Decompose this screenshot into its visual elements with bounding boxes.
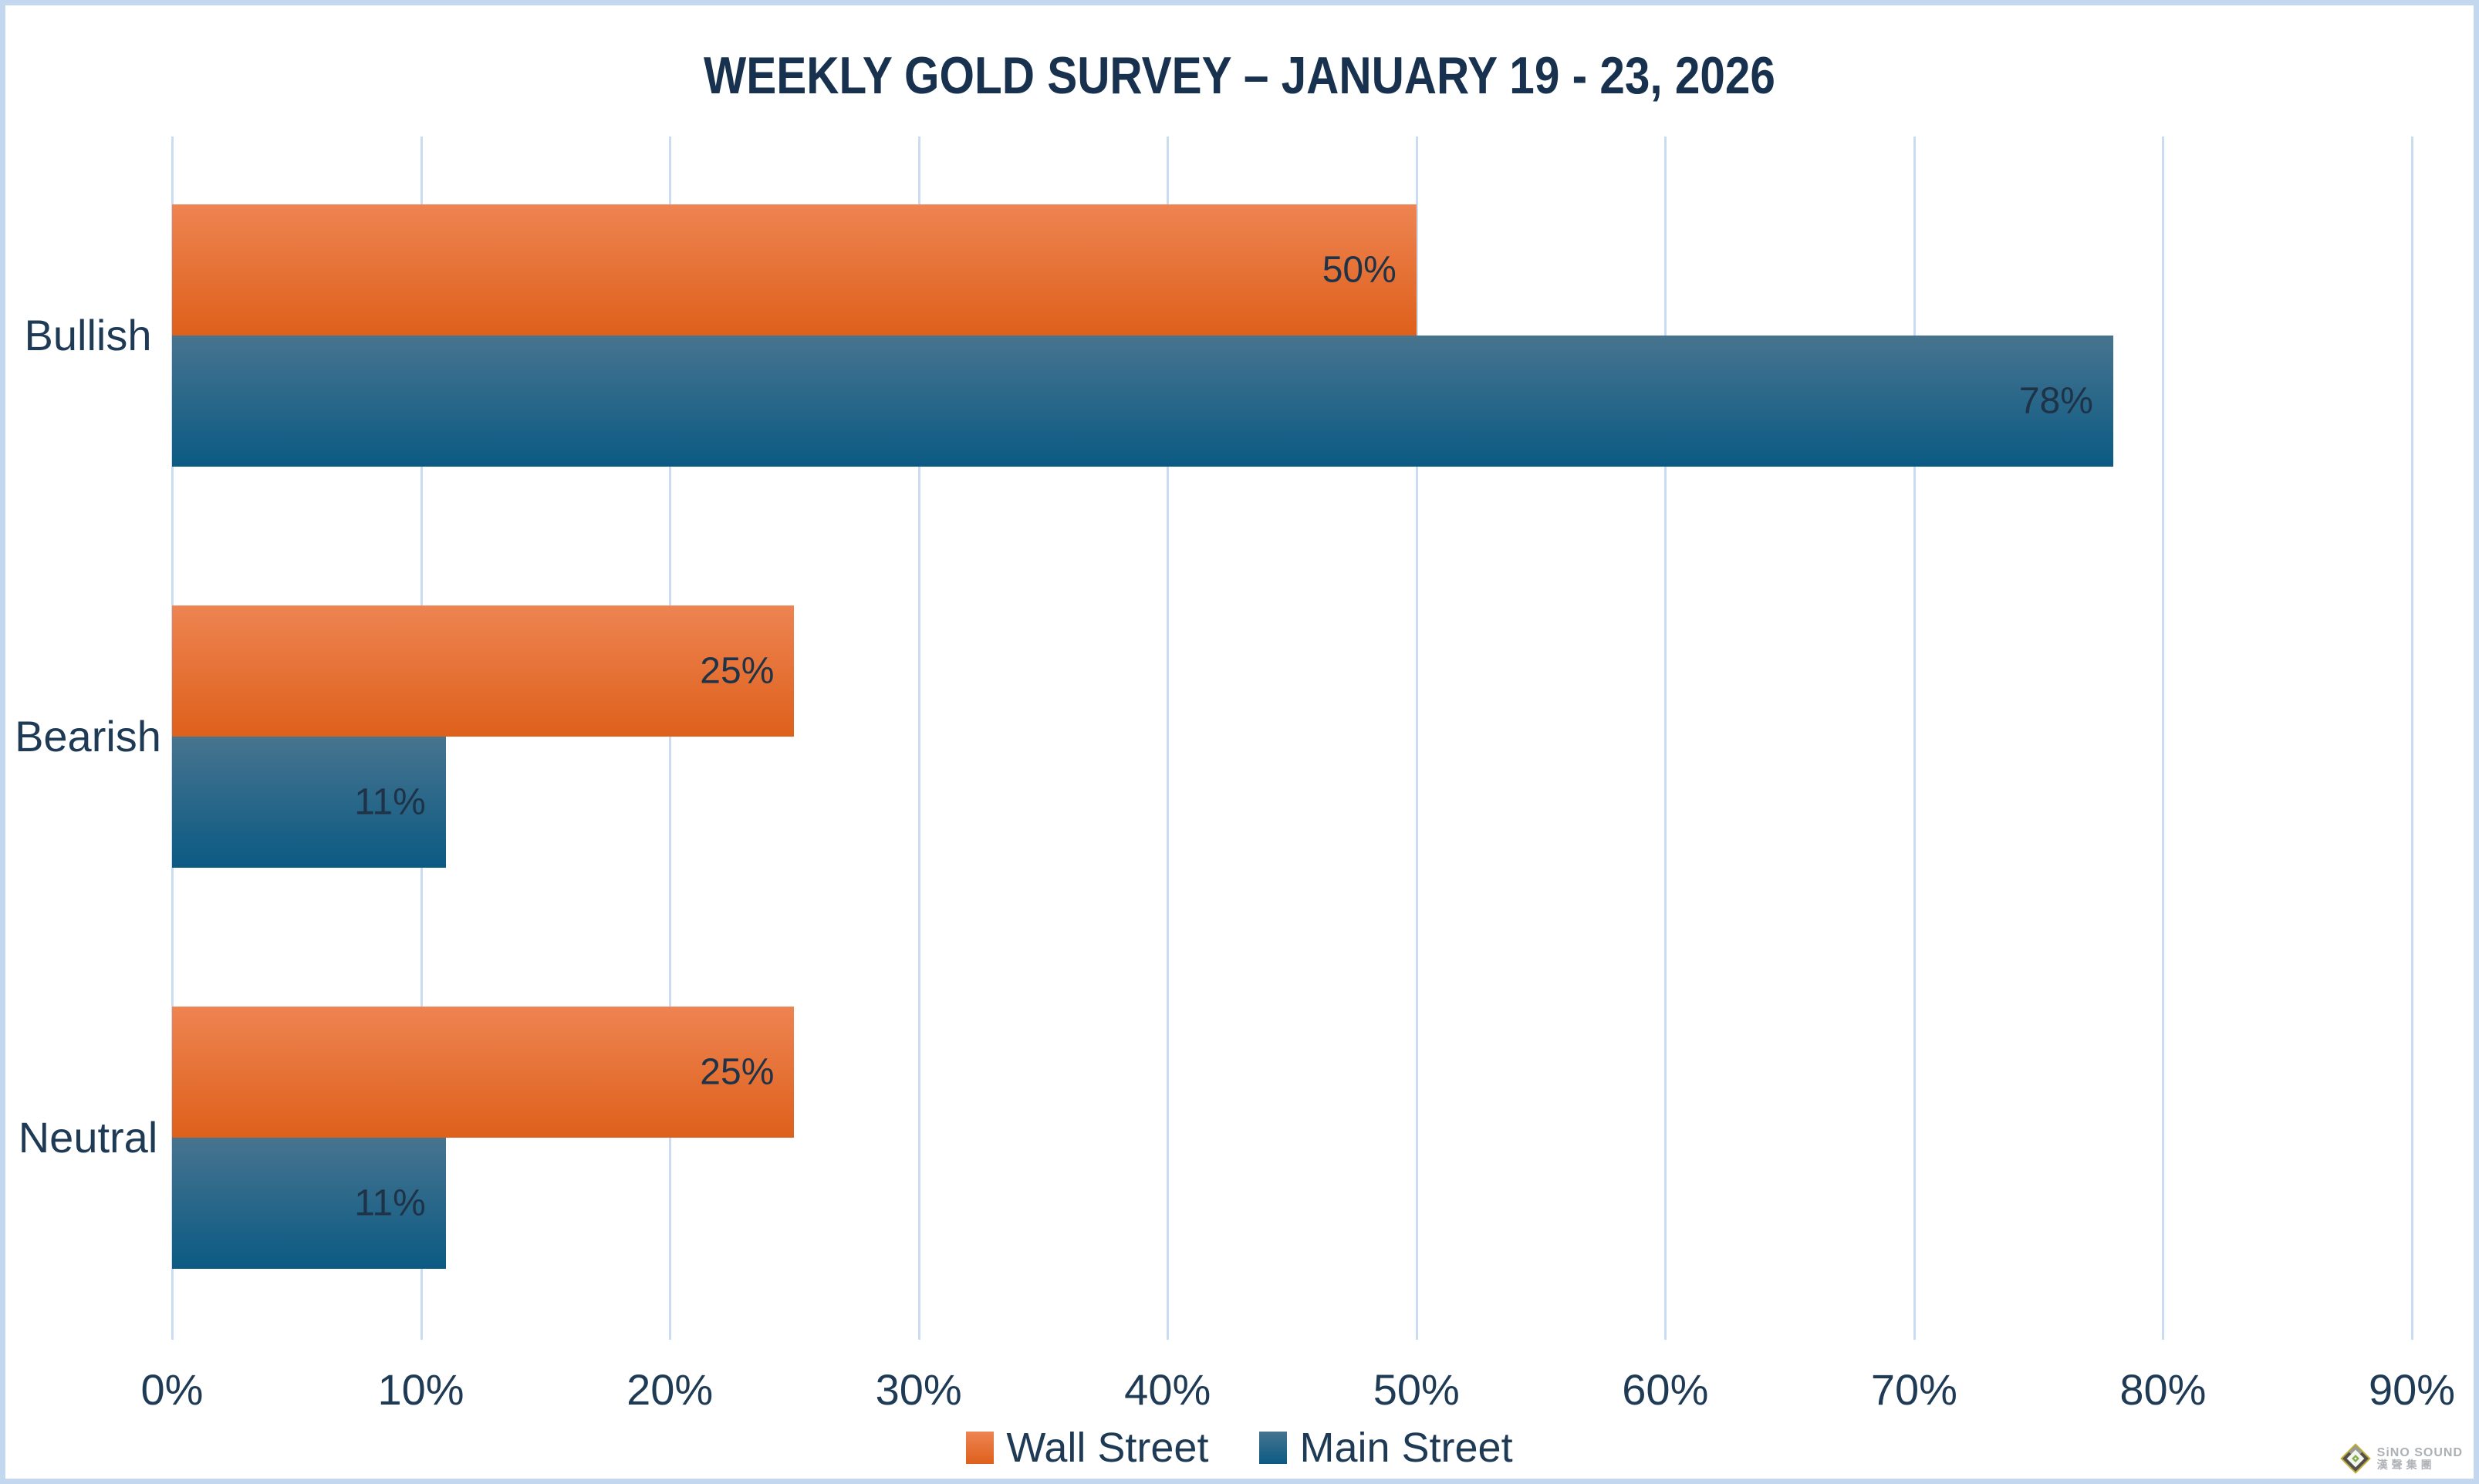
legend-label: Wall Street [1006, 1425, 1209, 1471]
legend: Wall Street Main Street [5, 1418, 2474, 1477]
category-label-bullish: Bullish [24, 311, 152, 359]
bar-wall-street-bearish: 25% [172, 605, 795, 737]
data-label: 78% [2018, 380, 2093, 422]
x-axis-tick-label: 60% [1622, 1365, 1709, 1414]
legend-item-wall-street: Wall Street [966, 1424, 1208, 1472]
chart-title: WEEKLY GOLD SURVEY – JANUARY 19 - 23, 20… [704, 46, 1775, 105]
data-label: 25% [700, 650, 775, 692]
plot-area: 50% 78% 25% 11% 25% 11% [171, 137, 2413, 1340]
data-label: 25% [700, 1051, 775, 1093]
gridline [2411, 137, 2413, 1340]
watermark-name-zh: 漢聲集團 [2376, 1459, 2436, 1472]
bar-wall-street-neutral: 25% [172, 1007, 795, 1138]
x-axis-tick-label: 50% [1373, 1365, 1460, 1414]
gridline [2162, 137, 2165, 1340]
x-axis-tick-label: 0% [140, 1365, 204, 1414]
data-label: 50% [1322, 249, 1397, 291]
gridline [1415, 137, 1418, 1340]
gridline [917, 137, 920, 1340]
gridline [1913, 137, 1916, 1340]
x-axis-tick-label: 80% [2119, 1365, 2207, 1414]
x-axis-tick-label: 10% [377, 1365, 464, 1414]
x-axis-tick-label: 70% [1870, 1365, 1957, 1414]
watermark: SiNO SOUND 漢聲集團 [2339, 1443, 2463, 1474]
bar-main-street-neutral: 11% [172, 1138, 446, 1269]
category-label-neutral: Neutral [18, 1113, 158, 1162]
bar-wall-street-bullish: 50% [172, 204, 1417, 336]
gridline [1664, 137, 1667, 1340]
legend-swatch-icon [1259, 1432, 1288, 1464]
x-axis-tick-label: 20% [627, 1365, 714, 1414]
x-axis-tick-label: 40% [1124, 1365, 1211, 1414]
data-label: 11% [354, 1182, 426, 1224]
gridline [669, 137, 672, 1340]
legend-label: Main Street [1299, 1425, 1513, 1471]
data-label: 11% [354, 781, 426, 823]
gridline [1167, 137, 1170, 1340]
x-axis-tick-label: 30% [875, 1365, 962, 1414]
bar-main-street-bearish: 11% [172, 737, 446, 868]
category-label-bearish: Bearish [15, 712, 161, 761]
bar-main-street-bullish: 78% [172, 336, 2113, 467]
x-axis-tick-label: 90% [2368, 1365, 2456, 1414]
watermark-text: SiNO SOUND 漢聲集團 [2377, 1446, 2463, 1472]
sino-sound-diamond-logo-icon [2339, 1443, 2371, 1474]
legend-swatch-icon [966, 1432, 995, 1464]
watermark-name-en: SiNO SOUND [2376, 1445, 2463, 1459]
legend-item-main-street: Main Street [1259, 1424, 1513, 1472]
